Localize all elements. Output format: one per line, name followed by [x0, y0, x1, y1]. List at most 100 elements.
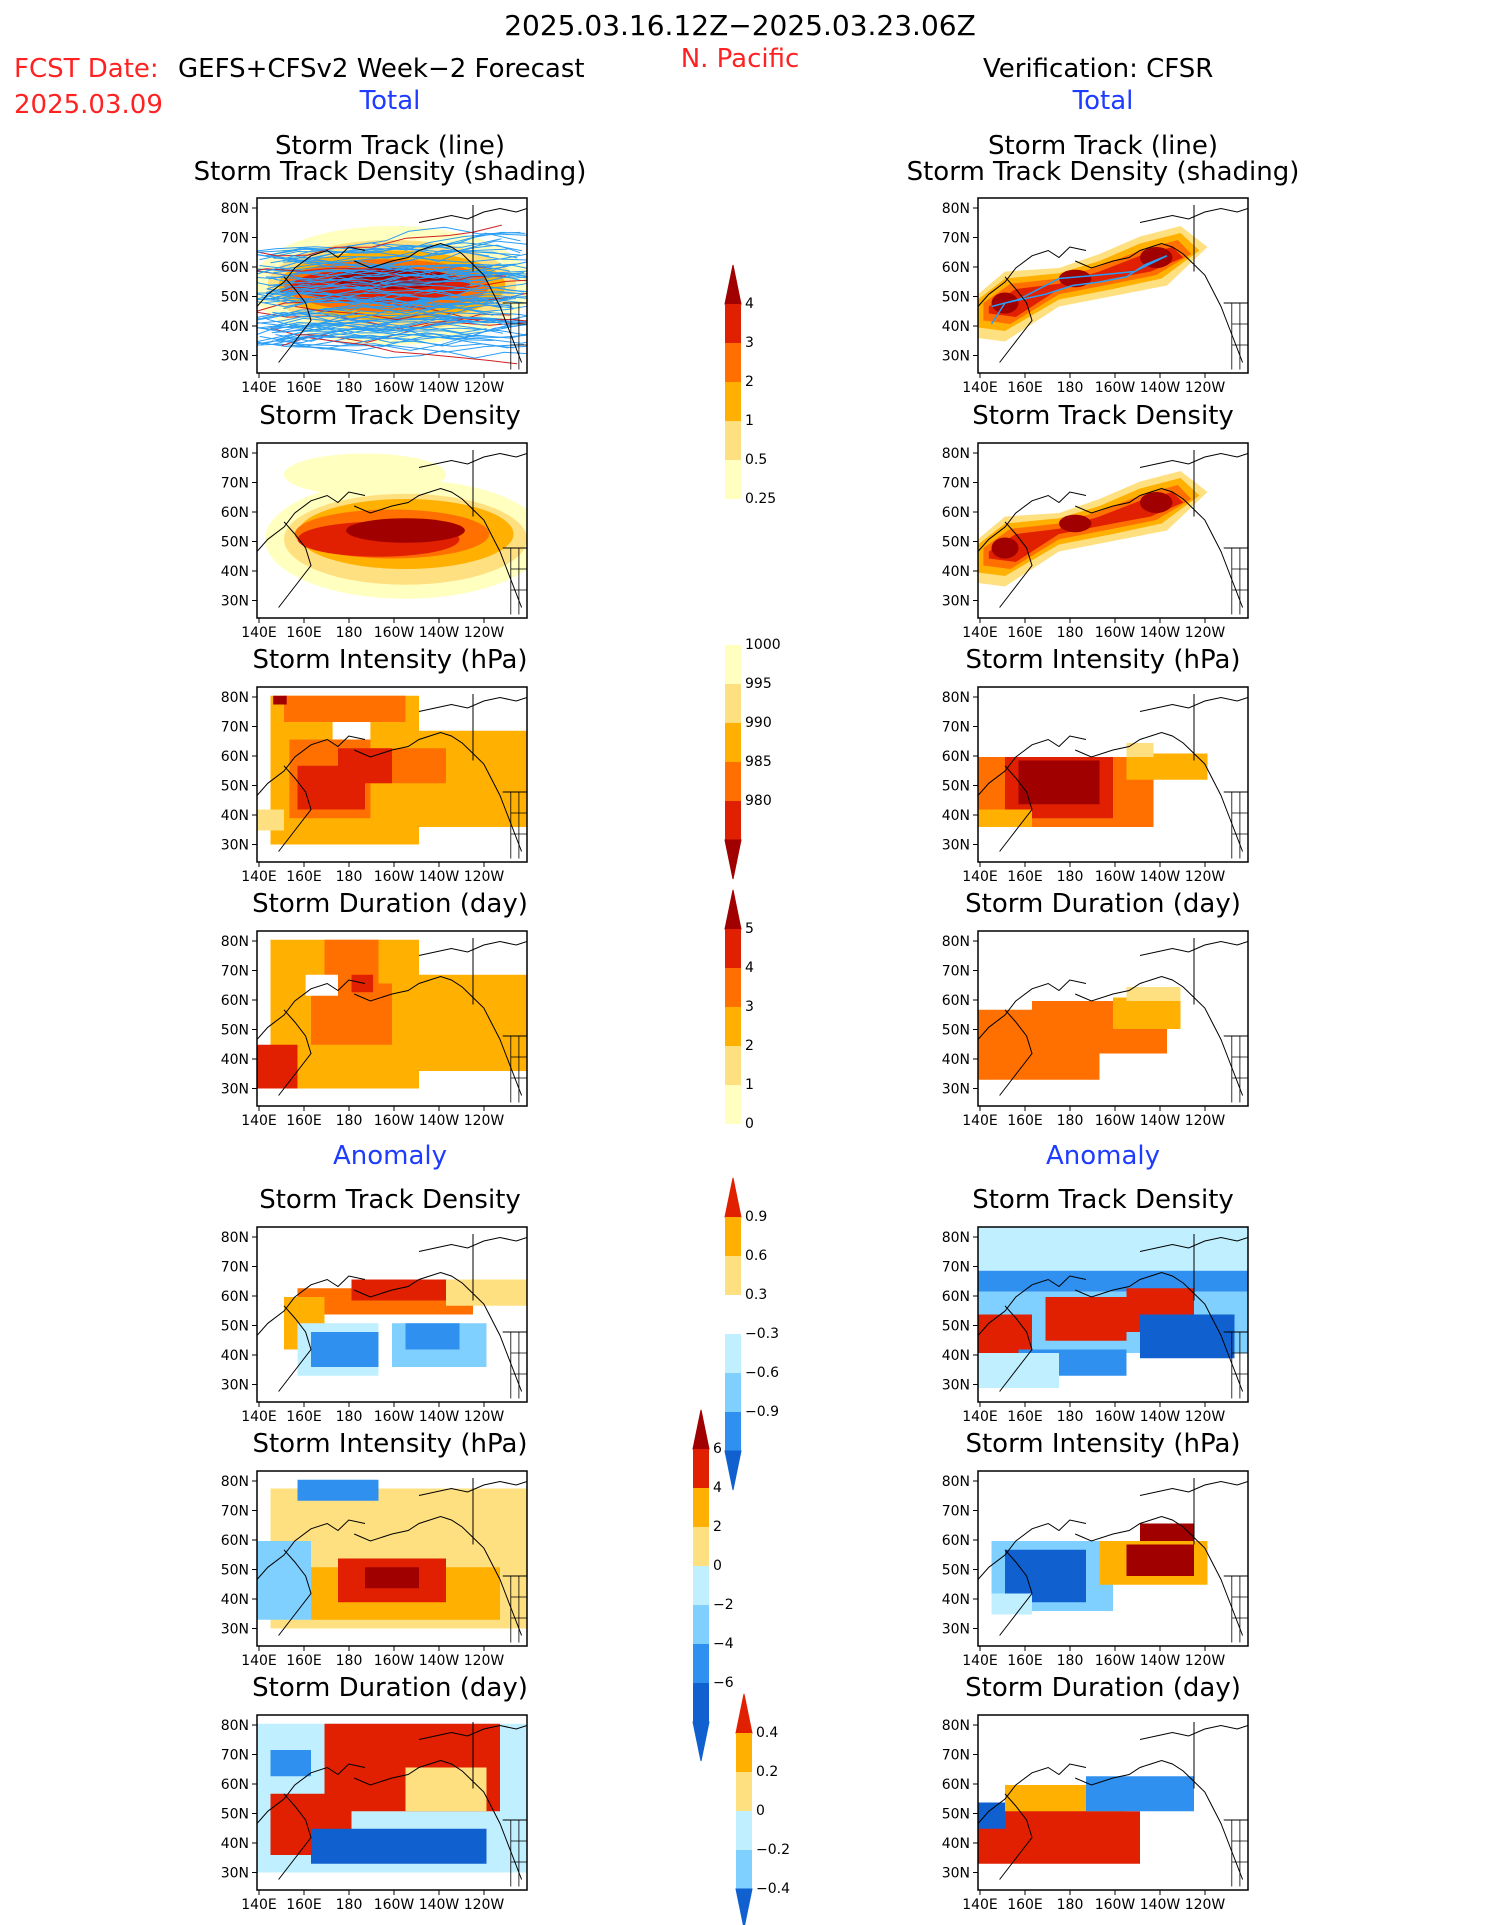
lat-tick-label: 50N	[221, 1023, 249, 1039]
colorbar-label: 0.6	[745, 1248, 767, 1264]
lon-tick-label: 140W	[419, 1409, 460, 1425]
lon-tick-label: 140E	[241, 380, 277, 396]
lon-tick-label: 140W	[1140, 1113, 1181, 1129]
lat-tick-label: 80N	[942, 446, 970, 462]
lon-tick-label: 140E	[962, 1409, 998, 1425]
lon-tick-label: 120W	[1185, 1113, 1226, 1129]
lat-tick-label: 80N	[942, 1474, 970, 1490]
lat-tick-label: 80N	[221, 1718, 249, 1734]
colorbar-label: 2	[745, 1038, 754, 1054]
map-panel-fcst-3: 140E 160E 180 160W 140W 120W 80N 70N 60N 50N 40N 30…	[221, 931, 527, 1129]
lon-tick-label: 160E	[1007, 1653, 1043, 1669]
lat-tick-label: 40N	[221, 1836, 249, 1852]
lon-tick-label: 140W	[1140, 380, 1181, 396]
lat-tick-label: 70N	[221, 1748, 249, 1764]
lat-tick-label: 60N	[221, 1533, 249, 1549]
lat-tick-label: 50N	[942, 1319, 970, 1335]
lon-tick-label: 140E	[241, 1897, 277, 1913]
lat-tick-label: 80N	[942, 201, 970, 217]
lon-tick-label: 180	[336, 1409, 363, 1425]
lon-tick-label: 140E	[962, 1113, 998, 1129]
lat-tick-label: 50N	[221, 779, 249, 795]
colorbar-label: 0.25	[745, 491, 776, 507]
lat-tick-label: 30N	[221, 1378, 249, 1394]
colorbar-density-anom: 0.90.60.3−0.3−0.6−0.9	[725, 1178, 779, 1490]
lon-tick-label: 160E	[1007, 1897, 1043, 1913]
lat-tick-label: 30N	[221, 1622, 249, 1638]
colorbar-label: 4	[713, 1480, 722, 1496]
colorbar-label: 0	[756, 1803, 765, 1819]
colorbar-label: −0.9	[745, 1404, 779, 1420]
colorbar-label: 0.4	[756, 1725, 778, 1741]
lon-tick-label: 160E	[1007, 1409, 1043, 1425]
lat-tick-label: 70N	[942, 1748, 970, 1764]
lat-tick-label: 30N	[942, 1082, 970, 1098]
lat-tick-label: 40N	[942, 808, 970, 824]
lon-tick-label: 140W	[1140, 625, 1181, 641]
colorbar-label: 3	[745, 999, 754, 1015]
lon-tick-label: 160W	[1095, 380, 1136, 396]
lat-tick-label: 50N	[221, 535, 249, 551]
lon-tick-label: 160W	[1095, 869, 1136, 885]
lat-tick-label: 30N	[221, 838, 249, 854]
lon-tick-label: 120W	[464, 625, 505, 641]
lon-tick-label: 140W	[419, 625, 460, 641]
lat-tick-label: 50N	[942, 779, 970, 795]
colorbar-label: 5	[745, 921, 754, 937]
lat-tick-label: 60N	[221, 1777, 249, 1793]
lon-tick-label: 160W	[1095, 625, 1136, 641]
lon-tick-label: 140W	[419, 1113, 460, 1129]
lon-tick-label: 180	[336, 1653, 363, 1669]
lon-tick-label: 120W	[1185, 1409, 1226, 1425]
map-panel-fcst-0: 140E 160E 180 160W 140W 120W80N70N60N50N40N30…	[221, 198, 588, 396]
lat-tick-label: 70N	[942, 476, 970, 492]
colorbar-label: 0.5	[745, 452, 767, 468]
colorbar-label: 3	[745, 335, 754, 351]
lat-tick-label: 40N	[942, 1348, 970, 1364]
lat-tick-label: 80N	[221, 446, 249, 462]
lon-tick-label: 180	[1057, 869, 1084, 885]
lon-tick-label: 160W	[374, 1113, 415, 1129]
lon-tick-label: 140E	[241, 1409, 277, 1425]
lat-tick-label: 50N	[221, 290, 249, 306]
lat-tick-label: 80N	[221, 201, 249, 217]
map-panel-verif-3: 140E 160E 180 160W 140W 120W 80N 70N 60N 50N 40N 30…	[942, 931, 1248, 1129]
lon-tick-label: 180	[1057, 625, 1084, 641]
lon-tick-label: 160W	[374, 1897, 415, 1913]
lat-tick-label: 60N	[221, 1289, 249, 1305]
lon-tick-label: 120W	[464, 380, 505, 396]
lat-tick-label: 50N	[221, 1319, 249, 1335]
lon-tick-label: 180	[1057, 380, 1084, 396]
lat-tick-label: 60N	[942, 260, 970, 276]
colorbar-label: 2	[713, 1519, 722, 1535]
colorbar-duration-total: 5 4 3 2 1 0	[725, 890, 754, 1163]
colorbar-label: −4	[713, 1636, 734, 1652]
lat-tick-label: 30N	[221, 1082, 249, 1098]
lat-tick-label: 50N	[942, 1807, 970, 1823]
lon-tick-label: 140W	[1140, 1897, 1181, 1913]
colorbar-label: 980	[745, 793, 772, 809]
lon-tick-label: 160E	[286, 1409, 322, 1425]
lon-tick-label: 120W	[1185, 625, 1226, 641]
lat-tick-label: 40N	[221, 564, 249, 580]
lon-tick-label: 120W	[1185, 1653, 1226, 1669]
colorbar-intensity-total: 1000995990985980	[725, 637, 781, 879]
lat-tick-label: 60N	[221, 749, 249, 765]
lon-tick-label: 140E	[241, 869, 277, 885]
lon-tick-label: 140W	[1140, 1409, 1181, 1425]
lat-tick-label: 80N	[942, 1230, 970, 1246]
lon-tick-label: 160W	[1095, 1113, 1136, 1129]
map-panel-verif-6: 140E 160E 180 160W 140W 120W80N70N60N50N40N30…	[942, 1715, 1248, 1913]
colorbar-label: 2	[745, 374, 754, 390]
colorbar-label: −0.2	[756, 1842, 790, 1858]
colorbar-label: 0.3	[745, 1287, 767, 1303]
map-panels-canvas: 140E 160E 180 160W 140W 120W80N70N60N50N40N30…	[0, 0, 1487, 1925]
colorbar-label: 0.9	[745, 1209, 767, 1225]
lon-tick-label: 180	[336, 380, 363, 396]
colorbar-label: −0.4	[756, 1881, 790, 1897]
lat-tick-label: 40N	[942, 564, 970, 580]
map-panel-fcst-5: 140E 160E 180 160W 140W 120W80N70N60N50N40N30…	[221, 1471, 527, 1669]
map-panel-verif-1: 140E 160E 180 160W 140W 120W80N70N60N50N40N30…	[942, 443, 1248, 641]
map-panel-verif-0: 140E 160E 180 160W 140W 120W 80N 70N 60N 50N 40N 30…	[942, 198, 1248, 396]
colorbar-label: 1000	[745, 637, 781, 653]
